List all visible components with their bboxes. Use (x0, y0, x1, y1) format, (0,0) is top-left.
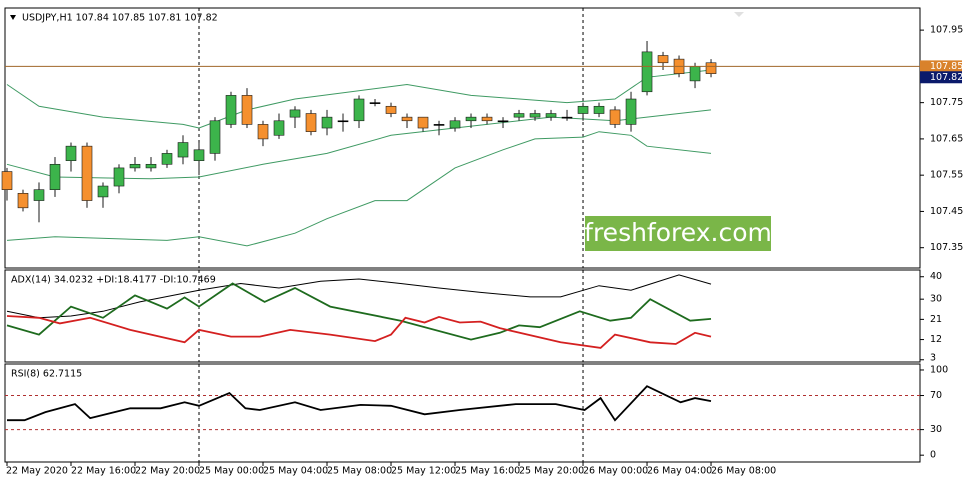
menu-arrow[interactable] (10, 15, 16, 20)
x-tick-label: 25 May 20:00 (519, 466, 584, 477)
indicator-title: RSI(8) 62.7115 (11, 369, 82, 380)
x-tick-label: 25 May 04:00 (263, 466, 328, 477)
main-panel (4, 7, 921, 269)
candle-body (593, 105, 605, 114)
shift-marker (734, 12, 744, 17)
candle-body (449, 120, 461, 129)
candle-body (385, 105, 397, 114)
y-tick-label: 100 (930, 365, 948, 376)
x-tick-label: 26 May 00:00 (583, 466, 648, 477)
candle-body (257, 124, 269, 140)
candle-body (641, 51, 653, 93)
candle-body (577, 105, 589, 114)
y-tick-label: 30 (930, 424, 942, 435)
candle-body (497, 120, 509, 123)
x-tick-label: 25 May 00:00 (199, 466, 264, 477)
chart-title: USDJPY,H1 107.84 107.85 107.81 107.82 (22, 13, 218, 24)
candle-body (113, 167, 125, 187)
candle-body (65, 145, 77, 161)
x-tick-label: 25 May 12:00 (391, 466, 456, 477)
candle-body (33, 189, 45, 201)
candle-body (81, 145, 93, 201)
bollinger-band (6, 131, 712, 247)
y-tick-label: 40 (930, 271, 942, 282)
candle-body (657, 55, 669, 64)
candle-body (273, 120, 285, 136)
y-tick-label: 107.95 (930, 25, 963, 36)
price-label: 107.82 (930, 72, 963, 83)
candle-body (145, 163, 157, 169)
x-tick-label: 22 May 16:00 (71, 466, 136, 477)
candle-body (321, 116, 333, 129)
candle-body (353, 98, 365, 122)
y-tick-label: 21 (930, 314, 942, 325)
candle-body (369, 102, 381, 104)
bollinger-band (6, 109, 712, 180)
indicator-line (7, 385, 712, 422)
rsi-panel (4, 363, 921, 463)
watermark-box (585, 216, 771, 251)
candle-body (289, 109, 301, 118)
bollinger-band (6, 69, 712, 129)
candle-body (161, 153, 173, 165)
candle-body (225, 95, 237, 125)
candle-body (545, 113, 557, 118)
candle-body (465, 116, 477, 122)
y-tick-label: 107.55 (930, 170, 963, 181)
watermark: freshforex.com (584, 218, 772, 247)
indicator-title: ADX(14) 34.0232 +DI:18.4177 -DI:10.7469 (11, 275, 216, 286)
candle-body (705, 62, 717, 74)
candle-body (481, 116, 493, 122)
x-tick-label: 25 May 16:00 (455, 466, 520, 477)
candle-body (17, 192, 29, 209)
candle-body (513, 113, 525, 118)
candle-body (609, 109, 621, 125)
candle-body (129, 163, 141, 169)
adx-panel (4, 269, 921, 363)
x-tick-label: 26 May 04:00 (647, 466, 712, 477)
y-tick-label: 0 (930, 450, 936, 461)
candle-body (97, 185, 109, 198)
candle-body (49, 163, 61, 190)
x-tick-label: 25 May 08:00 (327, 466, 392, 477)
candle-body (209, 120, 221, 154)
indicator-line (6, 282, 712, 341)
candle-body (433, 124, 445, 126)
y-tick-label: 107.45 (930, 206, 963, 217)
x-tick-label: 22 May 2020 (6, 466, 68, 477)
candle-body (177, 142, 189, 158)
indicator-line (6, 274, 712, 319)
x-tick-label: 26 May 08:00 (711, 466, 776, 477)
y-tick-label: 107.75 (930, 97, 963, 108)
price-label: 107.85 (930, 61, 963, 72)
candle-body (625, 98, 637, 125)
indicator-line (6, 315, 712, 349)
y-tick-label: 107.65 (930, 133, 963, 144)
candle-body (417, 116, 429, 129)
price-label-box (920, 60, 962, 73)
y-tick-label: 12 (930, 334, 942, 345)
price-label-box (920, 71, 962, 84)
candle-body (401, 116, 413, 122)
candle-body (689, 66, 701, 82)
y-tick-label: 70 (930, 390, 942, 401)
candle-body (561, 116, 573, 119)
y-tick-label: 30 (930, 294, 942, 305)
x-tick-label: 22 May 20:00 (135, 466, 200, 477)
candle-body (529, 113, 541, 118)
y-tick-label: 3 (930, 353, 936, 364)
candle-body (193, 149, 205, 161)
candle-body (241, 95, 253, 125)
candle-body (337, 120, 349, 123)
candle-body (1, 171, 13, 190)
candle-body (305, 113, 317, 132)
y-tick-label: 107.35 (930, 242, 963, 253)
